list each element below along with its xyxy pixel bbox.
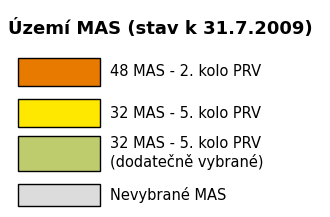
Bar: [18, 184, 100, 206]
Bar: [18, 99, 100, 127]
Bar: [18, 135, 100, 171]
Bar: [18, 58, 100, 86]
Text: 32 MAS - 5. kolo PRV
(dodatečně vybrané): 32 MAS - 5. kolo PRV (dodatečně vybrané): [110, 136, 263, 170]
Text: 48 MAS - 2. kolo PRV: 48 MAS - 2. kolo PRV: [110, 64, 261, 79]
Text: Nevybrané MAS: Nevybrané MAS: [110, 187, 226, 203]
Text: Území MAS (stav k 31.7.2009): Území MAS (stav k 31.7.2009): [8, 18, 313, 38]
Text: 32 MAS - 5. kolo PRV: 32 MAS - 5. kolo PRV: [110, 105, 261, 120]
